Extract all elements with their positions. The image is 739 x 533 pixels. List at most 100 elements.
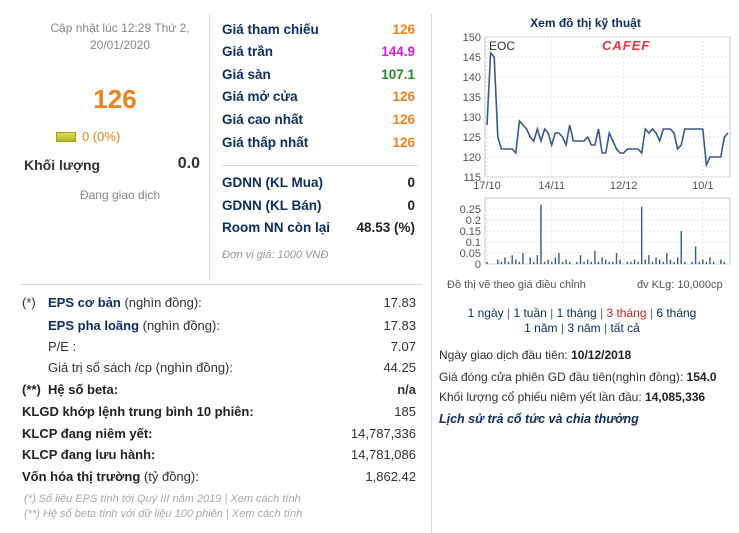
fund-row-listed-shares: KLCP đang niêm yết: 14,787,336 [22,423,416,444]
fund-label: P/E : [48,339,77,354]
divider-right [431,14,432,533]
chart-title-link[interactable]: Xem đồ thị kỹ thuật [530,16,641,30]
price-label: Giá mở cửa [222,88,298,104]
price-value: 126 [392,111,415,127]
fund-value: 14,781,086 [350,447,416,462]
price-tick-label: 115 [463,172,481,184]
first-listed-shares: Khối lượng cổ phiếu niêm yết lần đầu: 14… [439,390,705,404]
foreign-value: 0 [407,174,415,190]
footnote-eps: (*) Số liệu EPS tính tới Quý III năm 201… [24,493,301,505]
range-1-month[interactable]: 1 tháng [556,306,597,320]
info-label: Giá đóng cửa phiên GD đầu tiên(nghìn đồn… [439,370,684,384]
range-1-week[interactable]: 1 tuần [513,306,547,320]
info-value: 154.0 [686,370,717,384]
price-tick-label: 120 [463,152,481,164]
price-label: Giá thấp nhất [222,134,309,150]
price-label: Giá sàn [222,66,271,82]
price-tick-label: 130 [463,112,481,124]
trading-status: Đang giao dịch [79,188,161,202]
volume-tick-label: 0.15 [460,226,481,238]
price-label: Giá tham chiếu [222,21,319,37]
volume-tick-label: 0 [475,259,481,271]
foreign-sell-row: GDNN (KL Bán) 0 [222,194,415,216]
foreign-value: 0 [407,197,415,213]
price-row-open: Giá mở cửa 126 [222,85,415,107]
price-row-high: Giá cao nhất 126 [222,108,415,130]
fund-value: 44.25 [383,360,416,375]
fund-row-book-value: Giá trị sổ sách /cp (nghìn đồng): 44.25 [22,357,416,378]
price-row-reference: Giá tham chiếu 126 [222,18,415,40]
divider-left [209,14,210,280]
x-tick-label: 12/12 [610,180,638,192]
price-label: Giá cao nhất [222,111,304,127]
info-label: Ngày giao dịch đầu tiên: [439,348,568,362]
fund-suffix: (nghìn đồng): [120,295,202,310]
fund-row-beta: (**) Hệ số beta: n/a [22,379,416,400]
foreign-label: GDNN (KL Mua) [222,174,323,190]
range-selector: 1 ngày | 1 tuần | 1 tháng | 3 tháng | 6 … [432,306,732,336]
price-line [486,51,729,169]
info-value: 14,085,336 [645,390,706,404]
fund-label: KLCP đang niêm yết: [22,426,153,441]
updated-time: Cập nhật lúc 12:29 Thứ 2, 20/01/2020 [50,21,190,52]
x-tick-label: 10/1 [692,180,713,192]
chart-note-adjusted: Đồ thị vẽ theo giá điều chỉnh [447,279,586,291]
chart-symbol: EOC [489,39,515,53]
unit-note: Đơn vị giá: 1000 VNĐ [222,249,329,261]
fund-label: EPS cơ bản [48,295,121,310]
price-label: Giá trần [222,43,274,59]
price-value: 144.9 [381,43,415,59]
fund-mark: (*) [22,295,36,310]
cafef-logo: CAFEF [602,38,650,53]
first-trading-day: Ngày giao dịch đầu tiên: 10/12/2018 [439,348,631,362]
footnote-beta: (**) Hệ số beta tính với dữ liệu 100 phi… [24,508,303,520]
price-tick-label: 125 [463,132,481,144]
divider-fundamentals [20,284,422,285]
fund-suffix: (nghìn đồng): [139,318,220,333]
price-row-low: Giá thấp nhất 126 [222,131,415,153]
price-value: 107.1 [381,66,415,82]
no-change-bar-icon [56,131,76,142]
x-tick-label: 14/11 [538,180,565,192]
foreign-label: GDNN (KL Bán) [222,197,322,213]
price-value: 126 [392,21,415,37]
fund-row-pe: P/E : 7.07 [22,336,416,357]
range-6-months[interactable]: 6 tháng [656,306,697,320]
fund-label: EPS pha loãng [48,318,140,333]
dividend-history-link[interactable]: Lịch sử trả cổ tức và chia thưởng [439,412,639,426]
price-tick-label: 145 [463,52,481,64]
fund-value: 1,862.42 [365,469,416,484]
first-close-price: Giá đóng cửa phiên GD đầu tiên(nghìn đồn… [439,370,717,384]
volume-value: 0.0 [177,155,200,172]
range-1-year[interactable]: 1 năm [524,321,558,335]
price-change-text: 0 (0%) [82,129,121,144]
chart-note-unit: đv KLg: 10,000cp [637,279,723,291]
fund-suffix: (tỷ đồng): [140,469,199,484]
price-row-floor: Giá sàn 107.1 [222,63,415,85]
volume-label: Khối lượng [24,157,101,173]
fund-label: KLGD khớp lệnh trung bình 10 phiên: [22,404,254,419]
fund-value: 185 [394,404,416,419]
range-all[interactable]: tất cả [610,321,640,335]
range-1-day[interactable]: 1 ngày [467,306,504,320]
price-value: 126 [392,134,415,150]
foreign-label: Room NN còn lại [222,219,331,235]
fund-label: Hệ số beta: [48,382,119,397]
fund-label: KLCP đang lưu hành: [22,447,156,462]
fund-row-outstanding-shares: KLCP đang lưu hành: 14,781,086 [22,444,416,465]
range-3-years[interactable]: 3 năm [567,321,601,335]
fund-value: 17.83 [383,318,416,333]
price-value: 126 [392,88,415,104]
price-tick-label: 150 [463,32,481,44]
fund-suffix: (nghìn đồng): [152,360,233,375]
fund-value: n/a [397,382,416,397]
foreign-buy-row: GDNN (KL Mua) 0 [222,171,415,193]
fund-value: 14,787,336 [350,426,416,441]
price-chart[interactable]: 115 120 125 130 135 140 145 150 17/10 14/11 12/12 1… [432,30,739,276]
volume-tick-label: 0.2 [466,215,481,227]
range-3-months[interactable]: 3 tháng [606,306,647,320]
fund-row-eps-diluted: EPS pha loãng (nghìn đồng): 17.83 [22,315,416,336]
price-panel-frame [484,36,731,178]
foreign-room-row: Room NN còn lại 48.53 (%) [222,216,415,238]
volume-tick-label: 0.05 [460,248,481,260]
